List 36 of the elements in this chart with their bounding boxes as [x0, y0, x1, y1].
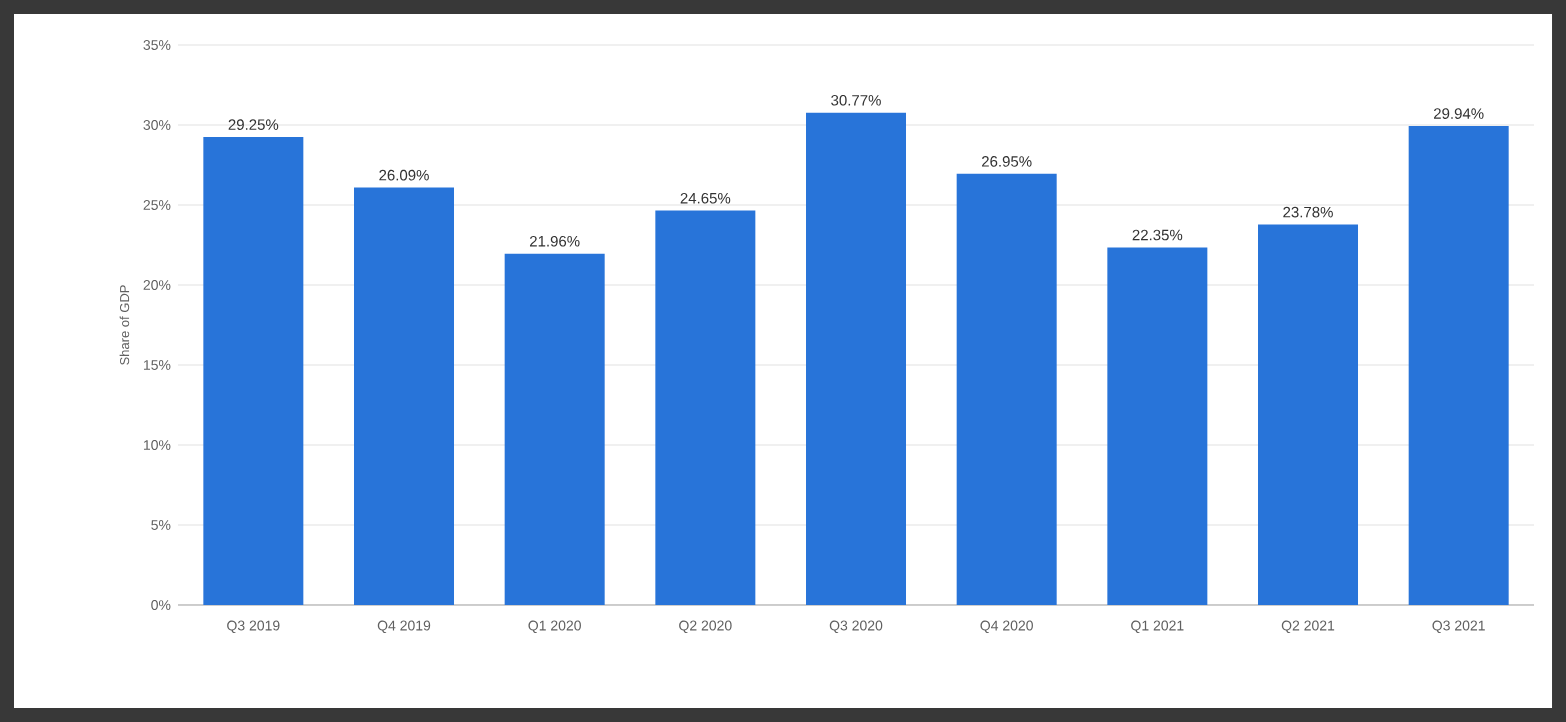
- x-tick-label: Q3 2020: [829, 620, 883, 634]
- bar: [956, 173, 1057, 605]
- x-tick-label: Q3 2019: [227, 620, 280, 634]
- x-tick-label: Q3 2021: [1432, 620, 1485, 634]
- y-axis-title: Share of GDP: [119, 285, 130, 365]
- data-label: 23.78%: [1283, 206, 1333, 218]
- data-label: 21.96%: [529, 235, 580, 247]
- y-tick-label: 35%: [143, 40, 171, 50]
- y-tick-label: 10%: [143, 440, 171, 450]
- data-label: 26.09%: [379, 169, 429, 181]
- y-tick-label: 5%: [151, 520, 171, 530]
- data-label: 22.35%: [1132, 229, 1183, 241]
- bar: [203, 137, 304, 605]
- y-tick-label: 0%: [151, 600, 171, 610]
- x-tick-label: Q1 2020: [528, 620, 581, 634]
- y-tick-label: 15%: [143, 360, 171, 370]
- data-label: 24.65%: [680, 192, 731, 204]
- bar: [1258, 224, 1359, 605]
- bar: [354, 187, 454, 605]
- y-tick-label: 20%: [143, 280, 171, 290]
- bar: [504, 253, 605, 605]
- data-label: 26.95%: [981, 156, 1032, 167]
- bar: [806, 112, 907, 605]
- bar: [1408, 125, 1509, 605]
- x-tick-label: Q2 2021: [1281, 620, 1335, 634]
- bar: [655, 210, 756, 605]
- data-label: 29.94%: [1433, 108, 1484, 119]
- data-label: 29.25%: [228, 119, 279, 130]
- bar: [1107, 247, 1208, 605]
- y-tick-label: 30%: [143, 120, 171, 130]
- x-tick-label: Q2 2020: [679, 620, 732, 634]
- x-tick-label: Q1 2021: [1131, 620, 1184, 634]
- x-tick-label: Q4 2019: [377, 620, 431, 634]
- data-label: 30.77%: [831, 94, 881, 106]
- x-tick-label: Q4 2020: [980, 620, 1033, 634]
- y-tick-label: 25%: [143, 200, 171, 210]
